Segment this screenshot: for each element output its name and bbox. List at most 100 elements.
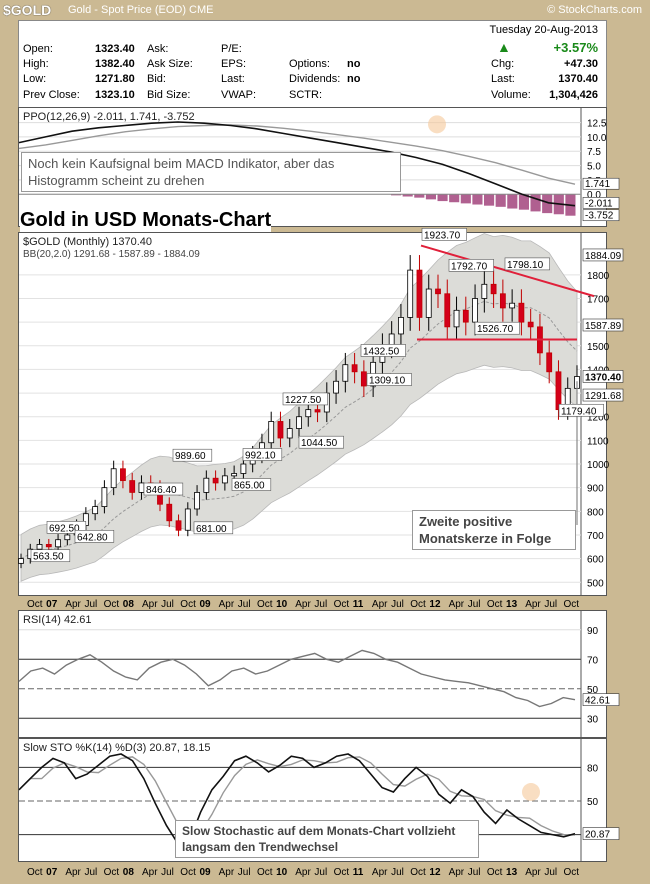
resistance-trendline [420,244,595,298]
high-value: 1382.40 [95,58,135,70]
rsi-value-label: 42.61 [585,696,610,707]
price-x-tick: Jul [391,599,404,610]
price-value-label: 1291.68 [585,391,622,402]
ppo-histogram-bar [414,194,425,198]
price-x-tick: Apr [142,599,158,610]
price-label-box [30,549,71,563]
open-label: Open: [23,43,53,55]
ppo-histogram-bar [449,194,460,203]
stoch-annotation: Slow Stochastic auf dem Monats-Chart vol… [175,820,479,858]
candle-up [36,544,43,550]
rsi-tick-label: 50 [587,685,599,696]
price-tick-label: 1200 [587,413,610,424]
price-label: 1798.10 [507,260,544,271]
ppo-value-box [582,197,620,209]
candle-down [527,321,534,328]
price-x-tick: Oct [257,599,273,610]
price-x-tick: 09 [199,599,211,610]
price-x-tick: Oct [487,599,503,610]
price-tick-label: 700 [587,531,604,542]
price-x-tick: Jul [161,599,174,610]
rsi-value-box [582,693,620,706]
rsi-chart: RSI(14) 42.61 90 70 50 30 42.61 [18,611,620,737]
price-value-label: 1884.09 [585,251,622,262]
price-x-tick: Apr [525,599,541,610]
candle-up [268,421,275,444]
ppo-histogram-bar [391,194,402,196]
ppo-tick-label: 5.0 [587,162,601,173]
sto-d-line [18,756,576,838]
chg-value: +47.30 [564,58,598,70]
ppo-value-box [582,177,620,190]
ask-size-label: Ask Size: [147,58,193,70]
price-x-tick: Jul [544,599,557,610]
candle-down [351,364,358,373]
price-label-box [298,435,344,449]
up-arrow-icon: ▲ [497,39,511,55]
candle-up [138,482,145,493]
last-label: Last: [491,73,515,85]
ppo-highlight-marker [428,115,446,134]
candle-up [221,475,228,484]
candle-down [277,421,284,439]
price-label-box [193,521,234,535]
sto-x-tick: 09 [199,867,211,878]
price-label-box [74,530,115,543]
sto-x-tick: Jul [84,867,97,878]
price-x-tick: Apr [295,599,311,610]
sto-x-tick: Apr [219,867,235,878]
price-legend: $GOLD (Monthly) 1370.40 [23,236,152,248]
sto-x-tick: Oct [564,867,580,878]
ppo-histogram-bar [402,194,413,197]
price-x-tick: Oct [27,599,43,610]
price-label: 1044.50 [301,438,338,449]
price-label-box [504,257,550,271]
candle-down [175,520,182,531]
price-label: 1179.40 [561,406,597,417]
rsi-legend: RSI(14) 42.61 [23,614,91,626]
sto-x-tick: 12 [429,867,441,878]
sto-x-tick: Apr [295,867,311,878]
price-tick-label: 900 [587,484,604,495]
price-value-box [582,388,624,402]
price-value-label: 1370.40 [585,372,622,383]
ppo-value-label: -3.752 [585,211,614,222]
ppo-value-box [582,209,620,222]
price-x-tick: Jul [84,599,97,610]
sto-x-tick: Jul [238,867,251,878]
price-label-box [474,321,520,335]
price-label: 1923.70 [424,230,461,241]
quote-panel: Open: 1323.40 High: 1382.40 Low: 1271.80… [18,20,607,108]
price-tick-label: 800 [587,507,604,518]
last-label-mid: Last: [221,73,245,85]
low-value: 1271.80 [95,73,135,85]
price-label-box [421,228,467,241]
price-x-tick: Jul [314,599,327,610]
price-label: 1792.70 [451,261,488,272]
high-label: High: [23,58,49,70]
ppo-histogram-bar [542,194,553,214]
ppo-histogram-bar [495,194,506,207]
price-tick-label: 1800 [587,271,610,282]
price-label-box [448,259,494,272]
price-x-tick: Apr [449,599,465,610]
price-x-tick: Oct [180,599,196,610]
ppo-histogram-bar [437,194,448,202]
sto-tick-label: 50 [587,797,599,808]
price-x-tick: 11 [353,599,364,610]
candle-up [110,468,117,489]
prev-close-value: 1323.10 [95,89,135,101]
price-label: 1432.50 [363,346,400,357]
candle-up [101,487,108,507]
candle-down [129,480,136,493]
candle-up [333,380,339,394]
ppo-annotation: Noch kein Kaufsignal beim MACD Indikator… [21,152,401,192]
price-panel: $GOLD (Monthly) 1370.40 BB(20,2.0) 1291.… [18,228,624,610]
candle-up [18,558,24,564]
price-x-tick: Oct [104,599,120,610]
candle-up [425,288,432,318]
rsi-panel: RSI(14) 42.61 90 70 50 30 42.61 [18,610,620,738]
ppo-legend: PPO(12,26,9) -2.011, 1.741, -3.752 [23,111,195,123]
sto-x-tick: 13 [506,867,518,878]
open-value: 1323.40 [95,43,135,55]
